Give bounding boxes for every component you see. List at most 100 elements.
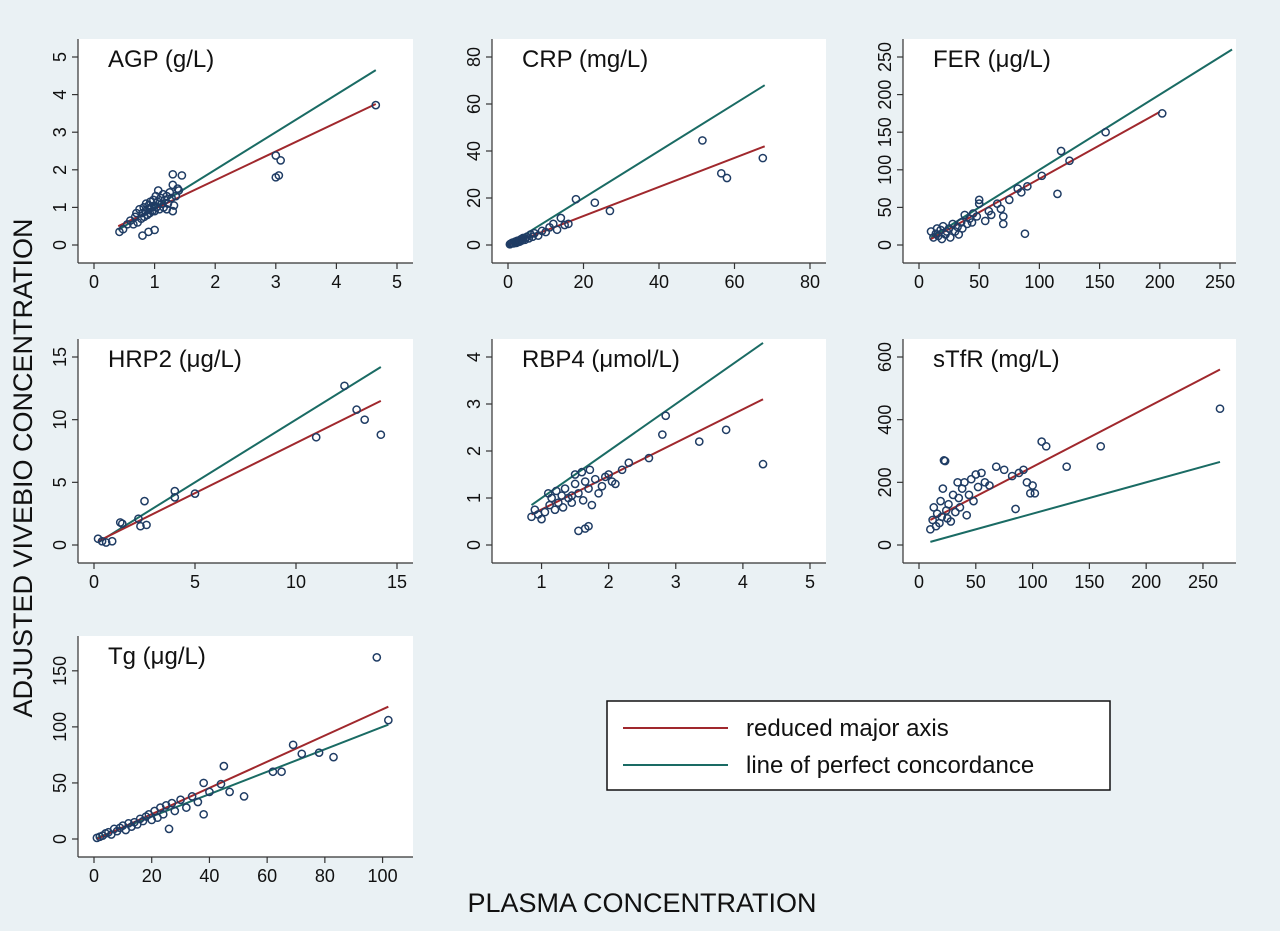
data-point-rbp4 (658, 430, 667, 439)
y-tick-label-agp: 5 (50, 52, 70, 62)
panel-agp: 0 1 2 3 4 5 0 1 2 3 4 5 AGP (g/L) (50, 39, 413, 292)
x-tick-label-agp: 2 (210, 272, 220, 292)
data-point-hrp2 (376, 430, 386, 440)
data-point-tg (268, 767, 278, 777)
perfect-concordance-line-hrp2 (97, 366, 382, 544)
panel-rbp4: 1 2 3 4 5 0 1 2 3 4 RBP4 (μmol/L) (464, 339, 826, 592)
data-point-fer (974, 199, 984, 208)
y-tick-label-agp: 4 (50, 90, 70, 100)
data-point-tg (187, 792, 197, 801)
legend: reduced major axis line of perfect conco… (606, 700, 1111, 791)
panel-fer: 0 50 100 150 200 250 0 50 100 150 200 250 FER (μg/L) (875, 39, 1236, 292)
panel-title-crp: CRP (mg/L) (522, 46, 648, 73)
x-tick-label-stfr: 100 (1018, 572, 1048, 592)
data-point-agp (167, 193, 176, 203)
data-point-crp (552, 225, 562, 235)
data-point-tg (297, 749, 307, 759)
x-tick-label-agp: 0 (89, 272, 99, 292)
data-point-tg (205, 787, 214, 797)
y-tick-label-hrp2: 15 (50, 347, 70, 367)
data-point-rbp4 (624, 458, 634, 468)
data-point-rbp4 (540, 507, 550, 517)
y-tick-label-hrp2: 0 (50, 540, 70, 550)
data-point-fer (980, 216, 990, 226)
data-point-fer (956, 218, 966, 227)
y-tick-label-fer: 100 (875, 155, 895, 185)
data-point-rbp4 (584, 521, 593, 531)
x-tick-label-crp: 80 (800, 272, 820, 292)
data-point-tg (372, 653, 382, 662)
data-point-tg (219, 761, 229, 771)
data-point-stfr (1037, 437, 1047, 446)
y-tick-label-hrp2: 10 (50, 410, 70, 430)
data-point-agp (276, 156, 285, 165)
data-point-tg (216, 779, 226, 789)
data-point-hrp2 (352, 405, 361, 414)
data-point-fer (1101, 127, 1110, 137)
data-point-stfr (973, 482, 983, 492)
data-point-stfr (950, 507, 960, 517)
x-tick-label-rbp4: 1 (537, 572, 547, 592)
y-tick-label-rbp4: 3 (464, 399, 484, 409)
perfect-concordance-line-crp (509, 84, 766, 245)
y-tick-label-crp: 0 (464, 240, 484, 250)
data-point-fer (1004, 195, 1014, 205)
data-point-rbp4 (567, 491, 577, 500)
data-point-hrp2 (97, 536, 107, 546)
x-tick-label-crp: 60 (724, 272, 744, 292)
data-point-crp (556, 213, 566, 223)
panel-crp: 0 20 40 60 80 0 20 40 60 80 CRP (mg/L) (464, 39, 826, 292)
reduced-major-axis-line-hrp2 (97, 399, 382, 543)
y-tick-label-stfr: 400 (875, 405, 895, 435)
panel-tg: 0 20 40 60 80 100 0 50 100 150 Tg (μg/L) (50, 636, 413, 886)
data-point-stfr (955, 503, 965, 512)
data-point-crp (571, 194, 581, 204)
x-tick-label-hrp2: 10 (286, 572, 306, 592)
legend-label-perfect-concordance: line of perfect concordance (746, 752, 1034, 779)
data-point-hrp2 (107, 536, 117, 546)
data-point-rbp4 (758, 459, 768, 469)
plot-area-tg (78, 636, 413, 857)
data-point-rbp4 (578, 496, 588, 505)
data-point-stfr (985, 481, 994, 490)
data-point-crp (605, 206, 615, 216)
data-point-rbp4 (570, 479, 580, 489)
x-tick-label-tg: 40 (199, 866, 219, 886)
y-tick-label-tg: 100 (50, 712, 70, 742)
data-point-fer (1016, 188, 1026, 197)
data-point-agp (169, 201, 179, 210)
data-point-stfr (937, 512, 947, 522)
x-tick-label-tg: 0 (89, 866, 99, 886)
y-tick-label-crp: 40 (464, 141, 484, 161)
x-tick-label-fer: 150 (1085, 272, 1115, 292)
data-point-stfr (944, 499, 953, 509)
x-tick-label-tg: 60 (257, 866, 277, 886)
panel-stfr: 0 50 100 150 200 250 0 200 400 600 sTfR (mg/L) (875, 339, 1236, 592)
panel-title-fer: FER (μg/L) (933, 46, 1051, 73)
data-point-hrp2 (134, 514, 143, 524)
perfect-concordance-line-stfr (930, 461, 1221, 543)
data-point-tg (314, 748, 324, 758)
data-point-stfr (1025, 488, 1035, 498)
data-point-hrp2 (311, 432, 321, 442)
data-point-tg (181, 803, 191, 812)
data-point-rbp4 (560, 484, 570, 493)
panel-title-rbp4: RBP4 (μmol/L) (522, 346, 680, 373)
data-point-tg (199, 778, 209, 788)
y-tick-label-agp: 2 (50, 165, 70, 175)
x-tick-label-agp: 5 (392, 272, 402, 292)
y-axis-title: ADJUSTED VIVEBIO CONCENTRATION (8, 218, 38, 717)
x-tick-label-fer: 250 (1205, 272, 1235, 292)
data-point-crp (722, 173, 732, 183)
data-point-agp (174, 186, 184, 195)
x-tick-label-tg: 80 (315, 866, 335, 886)
x-tick-label-rbp4: 5 (805, 572, 815, 592)
x-tick-label-fer: 100 (1024, 272, 1054, 292)
y-tick-label-crp: 60 (464, 94, 484, 114)
data-point-rbp4 (585, 465, 595, 475)
data-point-stfr (1007, 471, 1017, 481)
data-point-stfr (938, 484, 948, 493)
data-point-agp (371, 100, 381, 110)
